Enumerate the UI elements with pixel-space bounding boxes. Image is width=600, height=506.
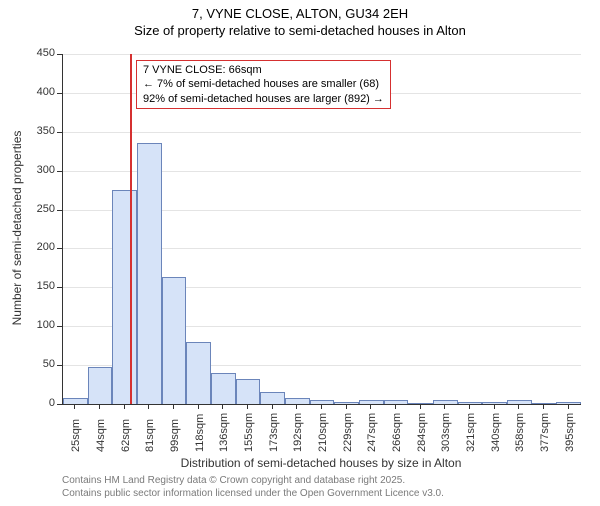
x-tick-label: 340sqm [490, 413, 502, 452]
x-tick [420, 404, 421, 409]
x-tick [198, 404, 199, 409]
x-tick-label: 247sqm [366, 413, 378, 452]
x-tick [148, 404, 149, 409]
annotation-line: 92% of semi-detached houses are larger (… [143, 92, 384, 106]
histogram-bar [482, 402, 507, 404]
x-tick [469, 404, 470, 409]
x-tick-label: 229sqm [342, 413, 354, 452]
histogram-bar [507, 400, 532, 404]
histogram-bar [211, 373, 236, 404]
y-tick-label: 350 [27, 125, 55, 137]
x-tick [494, 404, 495, 409]
y-tick [57, 171, 62, 172]
x-tick-label: 62sqm [120, 419, 132, 452]
x-tick [272, 404, 273, 409]
y-tick [57, 365, 62, 366]
y-tick-label: 250 [27, 203, 55, 215]
x-tick [296, 404, 297, 409]
histogram-bar [433, 400, 458, 404]
x-tick [222, 404, 223, 409]
x-tick-label: 136sqm [218, 413, 230, 452]
histogram-bar [408, 403, 433, 404]
histogram-bar [334, 402, 359, 404]
y-tick [57, 54, 62, 55]
x-tick-label: 192sqm [292, 413, 304, 452]
gridline-h [63, 132, 581, 133]
x-tick-label: 284sqm [416, 413, 428, 452]
annotation-line: ← 7% of semi-detached houses are smaller… [143, 77, 384, 91]
y-tick [57, 132, 62, 133]
x-tick-label: 25sqm [70, 419, 82, 452]
x-tick [346, 404, 347, 409]
footer-line-1: Contains HM Land Registry data © Crown c… [62, 474, 444, 487]
x-tick [543, 404, 544, 409]
y-tick-label: 100 [27, 319, 55, 331]
x-tick-label: 358sqm [514, 413, 526, 452]
x-tick-label: 81sqm [144, 419, 156, 452]
y-tick-label: 150 [27, 280, 55, 292]
y-tick [57, 287, 62, 288]
x-tick-label: 44sqm [95, 419, 107, 452]
x-tick [99, 404, 100, 409]
x-axis-label: Distribution of semi-detached houses by … [62, 456, 580, 470]
histogram-bar [112, 190, 137, 404]
x-tick [518, 404, 519, 409]
histogram-bar [359, 400, 384, 404]
y-tick [57, 93, 62, 94]
x-tick-label: 395sqm [564, 413, 576, 452]
y-tick-label: 0 [27, 397, 55, 409]
annotation-line: 7 VYNE CLOSE: 66sqm [143, 63, 384, 77]
y-tick-label: 300 [27, 164, 55, 176]
x-tick [124, 404, 125, 409]
x-tick [444, 404, 445, 409]
histogram-bar [236, 379, 261, 404]
x-tick [395, 404, 396, 409]
chart-title-sub: Size of property relative to semi-detach… [0, 23, 600, 38]
marker-line [130, 54, 132, 404]
y-tick-label: 50 [27, 358, 55, 370]
histogram-bar [137, 143, 162, 404]
x-tick-label: 321sqm [465, 413, 477, 452]
y-tick [57, 210, 62, 211]
x-tick-label: 210sqm [317, 413, 329, 452]
histogram-bar [285, 398, 310, 404]
gridline-h [63, 54, 581, 55]
histogram-bar [260, 392, 285, 404]
chart-title-main: 7, VYNE CLOSE, ALTON, GU34 2EH [0, 6, 600, 21]
x-tick-label: 173sqm [268, 413, 280, 452]
y-tick [57, 326, 62, 327]
x-tick-label: 118sqm [194, 414, 206, 452]
y-tick-label: 400 [27, 86, 55, 98]
y-tick [57, 404, 62, 405]
histogram-bar [63, 398, 88, 404]
x-tick-label: 266sqm [391, 413, 403, 452]
x-tick-label: 303sqm [440, 413, 452, 452]
x-tick-label: 99sqm [169, 419, 181, 452]
x-tick-label: 155sqm [243, 413, 255, 452]
footer-line-2: Contains public sector information licen… [62, 487, 444, 500]
y-tick [57, 248, 62, 249]
histogram-bar [186, 342, 211, 404]
x-tick [173, 404, 174, 409]
plot-area: 7 VYNE CLOSE: 66sqm← 7% of semi-detached… [62, 54, 581, 405]
annotation-box: 7 VYNE CLOSE: 66sqm← 7% of semi-detached… [136, 60, 391, 109]
x-tick [568, 404, 569, 409]
histogram-bar [88, 367, 113, 404]
x-tick [321, 404, 322, 409]
y-tick-label: 200 [27, 241, 55, 253]
y-tick-label: 450 [27, 47, 55, 59]
histogram-bar [556, 402, 581, 404]
x-tick-label: 377sqm [539, 413, 551, 452]
footer-attribution: Contains HM Land Registry data © Crown c… [62, 474, 444, 500]
histogram-bar [162, 277, 187, 404]
x-tick [247, 404, 248, 409]
y-axis-label: Number of semi-detached properties [10, 118, 24, 338]
x-tick [74, 404, 75, 409]
x-tick [370, 404, 371, 409]
